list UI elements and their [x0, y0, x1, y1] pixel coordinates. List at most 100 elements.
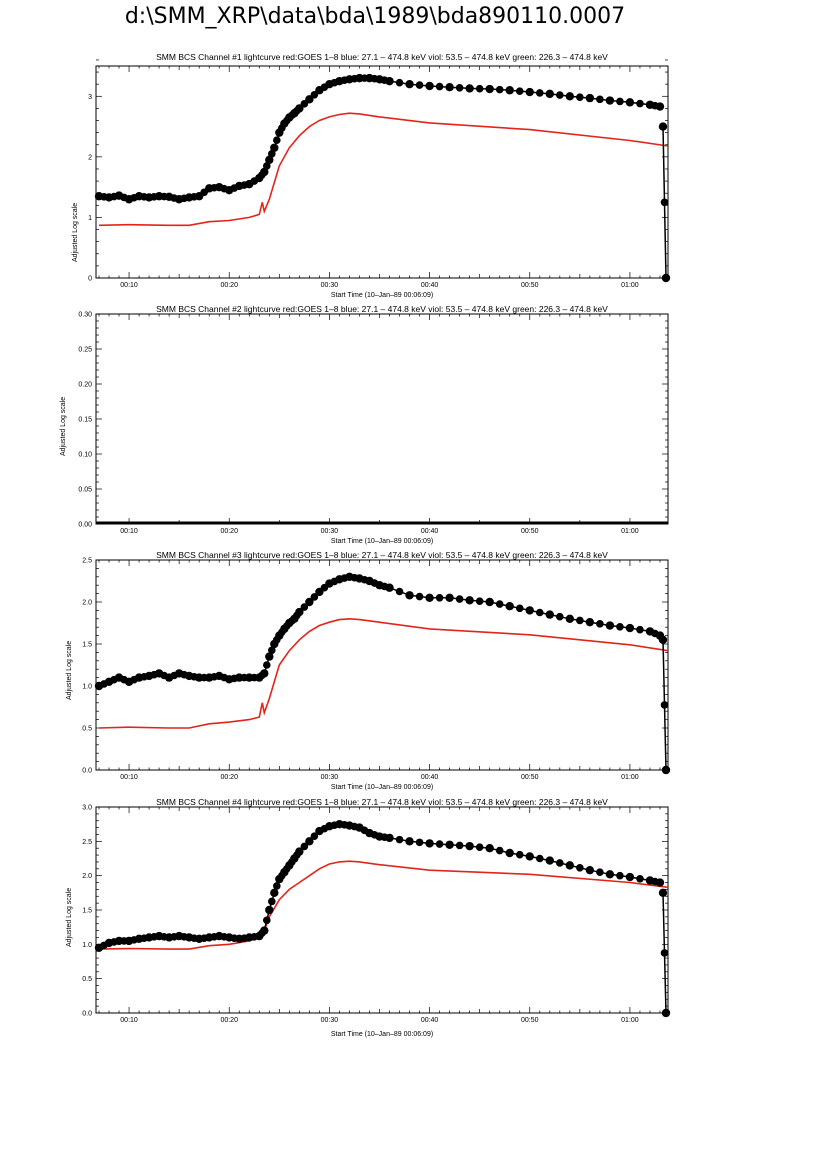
bcs-data-point [475, 597, 484, 605]
y-tick-label: 0.25 [78, 347, 92, 354]
bcs-data-point [300, 842, 309, 851]
y-tick-label: 1.0 [82, 684, 92, 691]
bcs-data-point [385, 833, 394, 843]
y-axis-label: Adjusted Log scale [66, 640, 73, 700]
bcs-data-point [475, 84, 484, 93]
bcs-data-point [596, 95, 604, 104]
bcs-data-point [262, 916, 271, 925]
bcs-data-point [265, 652, 274, 661]
bcs-data-point [545, 856, 554, 865]
bcs-data-point [465, 84, 474, 93]
y-tick-label: 2.0 [82, 600, 92, 607]
y-axis-label: Adjusted Log scale [66, 887, 73, 947]
x-tick-label: 00:40 [421, 774, 439, 781]
y-tick-label: 0.0 [82, 1011, 92, 1018]
x-tick-label: 00:30 [321, 528, 339, 535]
bcs-data-point [545, 610, 554, 619]
bcs-data-point [268, 150, 276, 158]
bcs-data-point [625, 872, 635, 882]
y-tick-label: 0 [88, 276, 92, 283]
bcs-data-point [505, 602, 514, 611]
goes-series-line [98, 860, 669, 950]
bcs-data-point [576, 863, 584, 872]
chart-panel-3: SMM BCS Channel #3 lightcurve red:GOES 1… [0, 550, 826, 794]
bcs-data-point [465, 596, 474, 605]
bcs-data-point [525, 852, 534, 861]
chart-plot: 00:10 00:20 00:30 00:40 00:50 01:00 0.00 0.05 0.… [78, 312, 669, 535]
x-tick-label: 00:50 [521, 282, 539, 289]
bcs-data-point [305, 597, 314, 607]
bcs-data-point [616, 622, 624, 631]
bcs-data-point [505, 848, 514, 858]
bcs-data-point [295, 847, 304, 856]
y-tick-label: 0.15 [78, 417, 92, 424]
bcs-data-point [616, 871, 624, 880]
bcs-data-point [658, 888, 668, 898]
bcs-data-point [616, 97, 624, 106]
bcs-data-point [505, 86, 514, 95]
bcs-data-point [535, 854, 544, 863]
bcs-data-point [660, 198, 669, 207]
bcs-data-point [270, 143, 279, 152]
bcs-data-point [415, 838, 424, 847]
bcs-data-point [661, 273, 671, 283]
bcs-data-point [262, 162, 271, 170]
bcs-data-point [260, 669, 269, 678]
bcs-data-point [661, 765, 671, 775]
bcs-data-point [655, 878, 665, 887]
bcs-data-point [495, 600, 504, 608]
y-tick-label: 0.10 [78, 452, 92, 459]
bcs-data-point [585, 617, 595, 627]
goes-series-line [98, 112, 669, 227]
bcs-data-point [485, 597, 494, 607]
y-tick-label: 3.0 [82, 805, 92, 812]
bcs-data-point [596, 620, 604, 628]
chart-title: SMM BCS Channel #4 lightcurve red:GOES 1… [156, 797, 608, 807]
bcs-data-point [273, 882, 281, 890]
x-tick-label: 01:00 [621, 774, 639, 781]
bcs-data-point [485, 84, 494, 94]
bcs-data-point [605, 621, 615, 630]
chart-panel-4: SMM BCS Channel #4 lightcurve red:GOES 1… [0, 797, 826, 1041]
bcs-data-point [636, 99, 644, 108]
bcs-data-point [495, 85, 504, 94]
bcs-data-point [455, 595, 464, 603]
bcs-data-point [273, 136, 281, 144]
bcs-data-point [265, 905, 274, 915]
bcs-data-point [660, 949, 669, 957]
goes-series-line [98, 617, 669, 729]
bcs-data-point [658, 122, 668, 131]
bcs-data-point [660, 701, 669, 709]
x-tick-label: 00:40 [421, 528, 439, 535]
bcs-data-point [515, 604, 524, 613]
bcs-data-point [605, 870, 615, 879]
bcs-data-point [455, 841, 464, 850]
x-axis-label: Start Time (10–Jan–89 00:06:09) [330, 292, 434, 299]
bcs-data-point [395, 78, 404, 87]
y-tick-label: 0.20 [78, 382, 92, 389]
y-tick-label: 1.0 [82, 942, 92, 949]
bcs-data-point [405, 591, 414, 600]
plot-frame [95, 65, 669, 279]
y-tick-label: 0.0 [82, 768, 92, 775]
x-tick-label: 00:50 [521, 774, 539, 781]
y-axis-label: Adjusted Log scale [60, 396, 67, 456]
bcs-data-point [265, 155, 274, 165]
x-tick-label: 00:40 [421, 282, 439, 289]
x-tick-label: 00:30 [321, 1017, 339, 1024]
chart-plot: 00:10 00:20 00:30 00:40 00:50 01:00 0.0 0.5 1.0 1… [82, 805, 671, 1024]
y-tick-label: 0.5 [82, 726, 92, 733]
y-tick-label: 2.5 [82, 839, 92, 846]
chart-plot: 00:10 00:20 00:30 00:40 00:50 01:00 0 1 2 3 [88, 59, 671, 289]
bcs-data-point [485, 844, 494, 853]
y-tick-label: 0.30 [78, 312, 92, 319]
bcs-data-point [515, 87, 524, 95]
bcs-data-point [425, 839, 434, 848]
bcs-data-point [405, 837, 414, 846]
bcs-data-point [310, 832, 319, 840]
bcs-data-point [585, 865, 595, 875]
x-tick-label: 00:20 [220, 1017, 238, 1024]
x-tick-label: 00:30 [321, 282, 339, 289]
chart-title: SMM BCS Channel #2 lightcurve red:GOES 1… [156, 304, 608, 314]
bcs-data-point [535, 608, 544, 617]
